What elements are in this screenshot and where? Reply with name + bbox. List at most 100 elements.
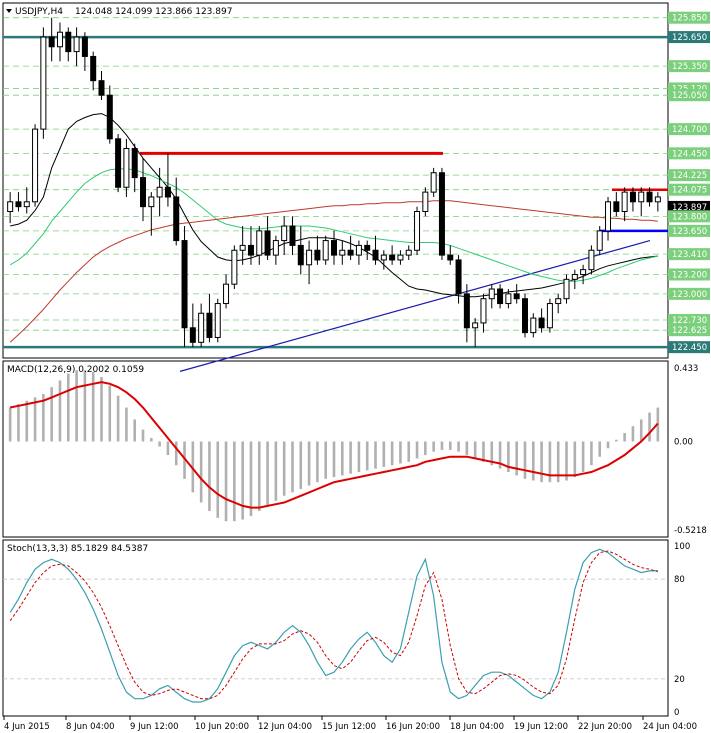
macd-histogram-bar <box>100 376 103 442</box>
candle-bull[interactable] <box>530 317 537 334</box>
triangle-down-icon[interactable] <box>6 9 12 13</box>
candle-bear[interactable] <box>173 196 180 242</box>
macd-histogram-bar <box>316 441 319 483</box>
candle-bear[interactable] <box>497 288 504 305</box>
candle-bull[interactable] <box>571 273 578 280</box>
candle-bull[interactable] <box>414 210 421 251</box>
candle-bull[interactable] <box>546 303 553 329</box>
candle-bull[interactable] <box>198 312 205 343</box>
candle-bear[interactable] <box>90 55 97 82</box>
candle-bull[interactable] <box>621 191 628 212</box>
candle-bull[interactable] <box>322 240 329 261</box>
macd-histogram-bar <box>17 404 20 442</box>
trend-line[interactable] <box>179 239 651 372</box>
candle-bull[interactable] <box>32 128 39 203</box>
candle-bear[interactable] <box>372 249 379 261</box>
candle-bear[interactable] <box>438 172 445 256</box>
macd-histogram-bar <box>83 370 87 442</box>
candle-bull[interactable] <box>380 254 387 261</box>
candle-bear[interactable] <box>538 317 545 329</box>
candle-bull[interactable] <box>472 322 479 329</box>
candle-bull[interactable] <box>405 249 412 256</box>
candle-bull[interactable] <box>123 148 130 188</box>
candle-bull[interactable] <box>231 249 238 285</box>
candle-bull[interactable] <box>555 298 562 305</box>
candle-bull[interactable] <box>563 278 570 300</box>
candle-bull[interactable] <box>156 186 163 198</box>
candle-bull[interactable] <box>480 298 487 324</box>
candle-bear[interactable] <box>181 240 188 329</box>
candle-bull[interactable] <box>56 31 63 48</box>
candle-bear[interactable] <box>463 293 470 329</box>
candle-bear[interactable] <box>331 240 337 256</box>
candle-bull[interactable] <box>281 225 288 242</box>
macd-histogram-bar <box>598 441 602 457</box>
stoch-scale-label: 20 <box>674 675 685 685</box>
candle-bull[interactable] <box>148 196 155 208</box>
macd-histogram-bar <box>174 441 178 466</box>
candle-bull[interactable] <box>605 201 612 232</box>
candle-bear[interactable] <box>206 312 213 338</box>
candle-bull[interactable] <box>214 303 221 338</box>
candle-bear[interactable] <box>297 244 304 266</box>
candle-bear[interactable] <box>289 225 296 246</box>
time-axis-label: 12 Jun 04:00 <box>258 722 312 732</box>
stoch-main-line <box>9 548 658 703</box>
candle-bear[interactable] <box>115 138 122 188</box>
candle-bear[interactable] <box>264 230 271 256</box>
candle-bear[interactable] <box>98 80 105 96</box>
macd-histogram-bar <box>150 438 153 442</box>
macd-histogram-bar <box>615 439 618 442</box>
candle-bear[interactable] <box>347 249 354 256</box>
candle-bull[interactable] <box>422 191 429 212</box>
candle-bull[interactable] <box>505 293 512 305</box>
candle-bull[interactable] <box>355 244 362 256</box>
macd-histogram-bar <box>565 441 568 481</box>
price-axis-label: 122.625 <box>672 326 707 336</box>
candle-bear[interactable] <box>106 94 113 140</box>
stoch-panel[interactable] <box>2 539 669 717</box>
price-tag <box>668 60 710 73</box>
candle-bear[interactable] <box>364 244 371 251</box>
candle-bear[interactable] <box>521 298 528 334</box>
candle-bull[interactable] <box>223 283 230 305</box>
candle-bull[interactable] <box>654 196 661 203</box>
candle-bull[interactable] <box>306 249 313 266</box>
candle-bull[interactable] <box>7 201 14 212</box>
candle-bear[interactable] <box>131 148 138 179</box>
candle-bear[interactable] <box>314 249 321 261</box>
candle-bear[interactable] <box>613 201 620 212</box>
candle-bull[interactable] <box>239 244 246 251</box>
candle-bull[interactable] <box>256 230 263 256</box>
candle-bear[interactable] <box>189 327 196 343</box>
candle-bull[interactable] <box>430 172 437 193</box>
candle-bear[interactable] <box>81 36 88 57</box>
candle-bull[interactable] <box>272 240 279 256</box>
candle-bear[interactable] <box>629 191 636 203</box>
candle-bull[interactable] <box>596 230 603 251</box>
candle-bull[interactable] <box>40 36 47 130</box>
price-panel[interactable] <box>2 2 669 359</box>
candle-bull[interactable] <box>339 249 346 256</box>
macd-histogram-bar <box>282 441 286 496</box>
candle-bear[interactable] <box>247 244 254 256</box>
macd-histogram-bar <box>199 441 203 503</box>
candle-bull[interactable] <box>397 254 404 261</box>
candle-bear[interactable] <box>164 186 171 198</box>
candle-bull[interactable] <box>23 201 30 208</box>
candle-bear[interactable] <box>646 191 653 203</box>
candle-bull[interactable] <box>580 269 587 275</box>
candle-bull[interactable] <box>588 249 595 271</box>
candle-bull[interactable] <box>73 36 80 53</box>
candle-bear[interactable] <box>513 293 520 300</box>
candle-bull[interactable] <box>638 191 645 203</box>
candle-bear[interactable] <box>447 254 454 261</box>
candle-bear[interactable] <box>140 177 147 208</box>
candle-bear[interactable] <box>65 31 72 53</box>
candle-bear[interactable] <box>48 36 55 48</box>
candle-bear[interactable] <box>389 254 396 261</box>
candle-bear[interactable] <box>455 259 462 295</box>
candle-bear[interactable] <box>15 201 22 208</box>
candle-bull[interactable] <box>488 288 495 300</box>
